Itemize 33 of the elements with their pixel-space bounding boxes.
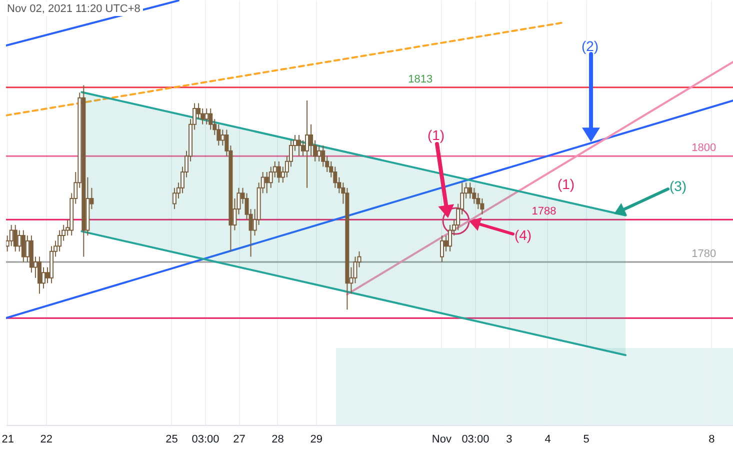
annotation: (4)	[514, 227, 532, 243]
candlestick	[13, 224, 18, 252]
x-tick-label: 25	[166, 434, 178, 446]
candlestick	[296, 134, 301, 157]
x-tick-label: 29	[310, 434, 322, 446]
x-tick-label: 5	[583, 434, 590, 446]
x-tick-label: 4	[544, 434, 551, 446]
candlestick	[305, 100, 310, 188]
candlestick	[264, 172, 269, 194]
x-tick-label: 03:00	[462, 434, 490, 446]
candlestick	[21, 230, 26, 262]
candlestick	[440, 235, 444, 262]
x-tick-label: 22	[40, 434, 53, 446]
annotation: (1)	[557, 176, 575, 192]
candlestick	[276, 160, 281, 184]
ref-line-label: 1813	[408, 73, 433, 86]
x-tick-label: 03:00	[192, 434, 220, 446]
x-tick-label: 8	[708, 434, 715, 446]
annotation: (1)	[427, 127, 445, 143]
annotation: (2)	[581, 38, 599, 54]
x-tick-label: Nov	[432, 434, 452, 446]
ref-line-label: 1780	[692, 248, 716, 260]
candlestick	[317, 145, 322, 162]
ref-line-label: 1788	[532, 206, 556, 218]
annotation: (3)	[669, 178, 687, 194]
x-tick-label: 3	[506, 434, 512, 446]
candlestick	[37, 256, 42, 294]
ref-line-label: 1800	[692, 142, 716, 154]
x-tick-label: 21	[2, 434, 14, 446]
candlestick	[204, 108, 209, 125]
x-tick-label: 28	[272, 434, 284, 446]
x-tick-label: 27	[233, 434, 246, 446]
annotation: Nov 02, 2021 11:20 UTC+8	[4, 2, 144, 16]
